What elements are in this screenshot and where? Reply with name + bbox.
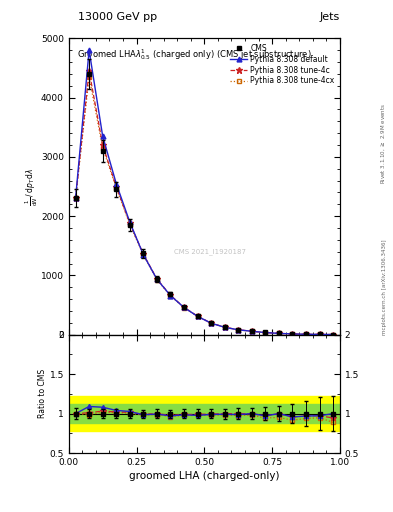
Pythia 8.308 tune-4cx [141, 252, 146, 258]
Text: Rivet 3.1.10, $\geq$ 2.9M events: Rivet 3.1.10, $\geq$ 2.9M events [380, 103, 387, 184]
Pythia 8.308 default [73, 195, 78, 201]
Pythia 8.308 default [290, 331, 295, 337]
Pythia 8.308 default [222, 324, 227, 330]
X-axis label: groomed LHA (charged-only): groomed LHA (charged-only) [129, 471, 279, 481]
Line: Pythia 8.308 tune-4cx: Pythia 8.308 tune-4cx [73, 74, 336, 337]
Bar [69, 396, 340, 431]
Pythia 8.308 tune-4cx [127, 221, 132, 227]
Pythia 8.308 default [331, 331, 336, 337]
Pythia 8.308 tune-4cx [304, 331, 309, 337]
Pythia 8.308 tune-4cx [100, 145, 105, 151]
Pythia 8.308 tune-4c [317, 331, 322, 337]
Pythia 8.308 tune-4c [141, 251, 146, 257]
Pythia 8.308 tune-4cx [222, 324, 227, 330]
Pythia 8.308 default [277, 330, 281, 336]
Pythia 8.308 default [114, 180, 119, 186]
Text: mcplots.cern.ch [arXiv:1306.3436]: mcplots.cern.ch [arXiv:1306.3436] [382, 239, 387, 334]
Pythia 8.308 tune-4c [209, 320, 213, 326]
Pythia 8.308 default [127, 219, 132, 225]
Y-axis label: Ratio to CMS: Ratio to CMS [38, 369, 47, 418]
Pythia 8.308 tune-4cx [290, 331, 295, 337]
Pythia 8.308 default [236, 327, 241, 333]
Pythia 8.308 tune-4cx [331, 331, 336, 337]
Line: Pythia 8.308 default: Pythia 8.308 default [73, 48, 336, 337]
Pythia 8.308 tune-4cx [87, 74, 92, 80]
Pythia 8.308 tune-4c [100, 142, 105, 148]
Pythia 8.308 default [209, 320, 213, 326]
Pythia 8.308 tune-4c [331, 331, 336, 337]
Pythia 8.308 default [263, 330, 268, 336]
Pythia 8.308 default [304, 331, 309, 337]
Pythia 8.308 default [154, 276, 159, 282]
Pythia 8.308 tune-4cx [154, 276, 159, 283]
Pythia 8.308 tune-4c [182, 304, 186, 310]
Pythia 8.308 default [141, 251, 146, 258]
Pythia 8.308 default [182, 305, 186, 311]
Text: Jets: Jets [320, 11, 340, 22]
Y-axis label: $\frac{1}{\mathrm{d}N}\,/\,\mathrm{d}p_T\,\mathrm{d}\lambda$: $\frac{1}{\mathrm{d}N}\,/\,\mathrm{d}p_T… [23, 167, 40, 206]
Pythia 8.308 default [168, 292, 173, 298]
Pythia 8.308 tune-4cx [195, 313, 200, 319]
Pythia 8.308 tune-4c [127, 220, 132, 226]
Pythia 8.308 tune-4c [250, 328, 254, 334]
Line: Pythia 8.308 tune-4c: Pythia 8.308 tune-4c [72, 68, 336, 337]
Pythia 8.308 tune-4c [87, 68, 92, 74]
Pythia 8.308 tune-4cx [250, 328, 254, 334]
Legend: CMS, Pythia 8.308 default, Pythia 8.308 tune-4c, Pythia 8.308 tune-4cx: CMS, Pythia 8.308 default, Pythia 8.308 … [229, 42, 336, 87]
Text: 13000 GeV pp: 13000 GeV pp [78, 11, 158, 22]
Pythia 8.308 tune-4cx [73, 195, 78, 201]
Pythia 8.308 tune-4c [304, 331, 309, 337]
Pythia 8.308 tune-4cx [277, 330, 281, 336]
Bar [69, 404, 340, 423]
Text: Groomed LHA$\lambda^{1}_{0.5}$ (charged only) (CMS jet substructure): Groomed LHA$\lambda^{1}_{0.5}$ (charged … [77, 47, 312, 62]
Text: CMS 2021_I1920187: CMS 2021_I1920187 [174, 248, 246, 255]
Pythia 8.308 tune-4c [290, 331, 295, 337]
Pythia 8.308 tune-4cx [236, 327, 241, 333]
Pythia 8.308 tune-4c [73, 195, 78, 201]
Pythia 8.308 tune-4c [236, 327, 241, 333]
Pythia 8.308 default [250, 328, 254, 334]
Pythia 8.308 tune-4c [195, 313, 200, 319]
Pythia 8.308 tune-4cx [209, 320, 213, 326]
Pythia 8.308 tune-4cx [114, 185, 119, 191]
Pythia 8.308 tune-4c [168, 292, 173, 298]
Pythia 8.308 tune-4c [154, 276, 159, 282]
Pythia 8.308 tune-4cx [263, 330, 268, 336]
Pythia 8.308 tune-4cx [182, 305, 186, 311]
Pythia 8.308 default [317, 331, 322, 337]
Pythia 8.308 tune-4cx [317, 331, 322, 337]
Pythia 8.308 tune-4c [277, 330, 281, 336]
Pythia 8.308 tune-4c [114, 183, 119, 189]
Pythia 8.308 tune-4cx [168, 293, 173, 299]
Pythia 8.308 default [87, 47, 92, 53]
Pythia 8.308 default [100, 133, 105, 139]
Pythia 8.308 tune-4c [263, 330, 268, 336]
Pythia 8.308 default [195, 313, 200, 319]
Pythia 8.308 tune-4c [222, 324, 227, 330]
